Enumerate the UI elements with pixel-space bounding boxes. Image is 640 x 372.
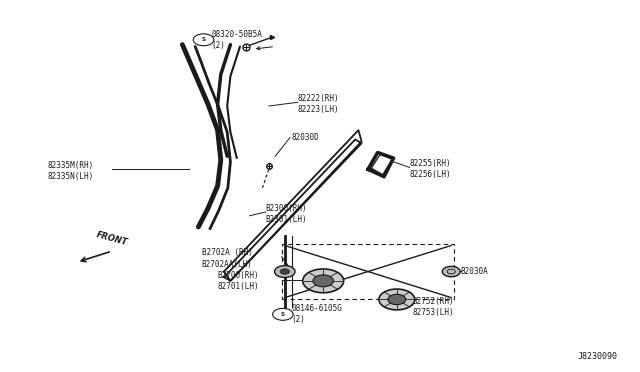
Text: 82030D: 82030D bbox=[291, 133, 319, 142]
Text: FRONT: FRONT bbox=[95, 230, 129, 247]
Text: J8230090: J8230090 bbox=[578, 352, 618, 361]
Circle shape bbox=[275, 266, 295, 278]
Text: 82255(RH)
82256(LH): 82255(RH) 82256(LH) bbox=[410, 159, 451, 179]
Circle shape bbox=[303, 269, 344, 293]
Text: S: S bbox=[281, 312, 285, 317]
Text: B2700(RH)
82701(LH): B2700(RH) 82701(LH) bbox=[218, 271, 259, 291]
Circle shape bbox=[280, 269, 289, 274]
Text: S: S bbox=[202, 37, 205, 42]
Circle shape bbox=[388, 294, 406, 305]
Circle shape bbox=[379, 289, 415, 310]
Text: 82752(RH)
82753(LH): 82752(RH) 82753(LH) bbox=[413, 297, 454, 317]
Text: 08146-6105G
(2): 08146-6105G (2) bbox=[291, 304, 342, 324]
Text: B2300(RH)
B2301(LH): B2300(RH) B2301(LH) bbox=[266, 204, 307, 224]
Text: B2702A (RH)
B2702AA(LH): B2702A (RH) B2702AA(LH) bbox=[202, 248, 252, 269]
Text: 08320-50B5A
(2): 08320-50B5A (2) bbox=[211, 30, 262, 50]
Circle shape bbox=[313, 275, 333, 287]
Text: 82335M(RH)
82335N(LH): 82335M(RH) 82335N(LH) bbox=[48, 161, 94, 181]
Text: 82222(RH)
82223(LH): 82222(RH) 82223(LH) bbox=[298, 94, 339, 114]
Circle shape bbox=[442, 266, 460, 277]
Text: B2030A: B2030A bbox=[461, 267, 488, 276]
